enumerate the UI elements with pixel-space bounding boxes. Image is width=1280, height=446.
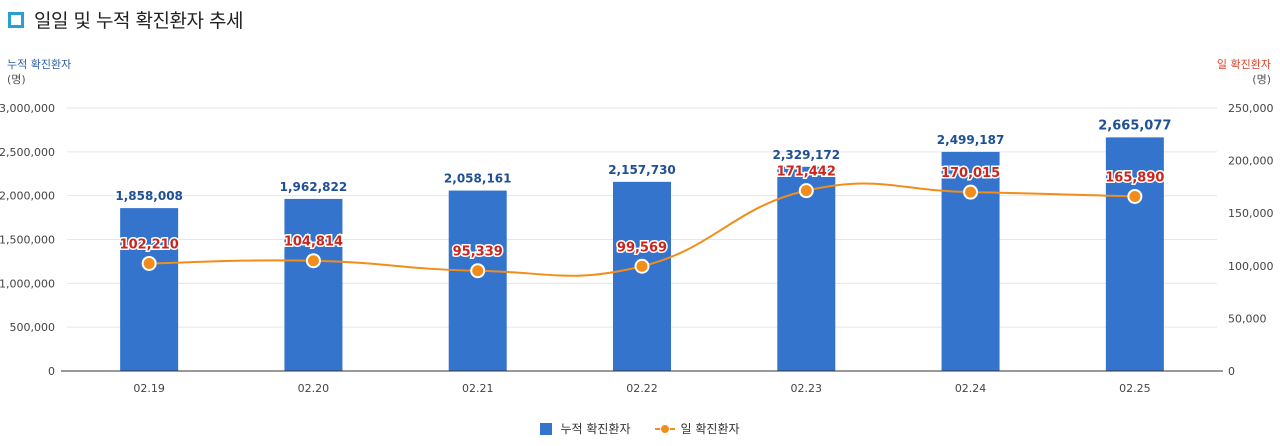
- bar-value-label: 2,499,187: [937, 133, 1005, 147]
- chart-title: 일일 및 누적 확진환자 추세: [34, 10, 243, 32]
- left-axis-title: 누적 확진환자 (명): [7, 57, 71, 87]
- left-axis-unit: (명): [7, 73, 26, 86]
- bar-value-label: 2,058,161: [444, 172, 512, 186]
- left-tick-label: 500,000: [10, 321, 56, 334]
- x-tick-label: 02.19: [133, 382, 165, 395]
- right-tick-label: 150,000: [1228, 207, 1274, 220]
- bar: [613, 181, 671, 371]
- bar: [448, 190, 507, 371]
- left-axis-label: 누적 확진환자: [7, 58, 72, 71]
- legend-line-label: 일 확진환자: [680, 422, 740, 436]
- line-value-label: 170,015: [941, 166, 1000, 181]
- line-value-label: 165,890: [1105, 170, 1164, 185]
- line-value-label: 171,442: [777, 165, 836, 180]
- left-tick-label: 1,500,000: [0, 234, 55, 247]
- right-tick-label: 100,000: [1228, 260, 1274, 273]
- left-tick-label: 2,500,000: [0, 146, 55, 159]
- right-tick-label: 0: [1228, 365, 1235, 378]
- left-tick-label: 0: [48, 365, 55, 378]
- right-axis-title: 일 확진환자 (명): [1217, 57, 1271, 87]
- bar-swatch-icon: [540, 422, 553, 435]
- right-tick-label: 200,000: [1228, 155, 1274, 168]
- x-tick-label: 02.22: [626, 382, 658, 395]
- x-tick-label: 02.23: [791, 382, 823, 395]
- line-point: [963, 184, 979, 200]
- line-point: [305, 253, 321, 269]
- bar: [120, 208, 179, 371]
- legend-item-line[interactable]: 일 확진환자: [654, 420, 740, 437]
- line-value-label: 102,210: [120, 237, 179, 252]
- square-bullet-icon: [8, 11, 24, 28]
- left-tick-label: 1,000,000: [0, 277, 55, 290]
- x-tick-label: 02.24: [955, 382, 987, 395]
- bar-value-label: 1,858,008: [115, 189, 183, 203]
- right-tick-label: 50,000: [1228, 312, 1267, 325]
- left-tick-label: 2,000,000: [0, 190, 55, 203]
- bar-value-label: 2,157,730: [608, 163, 676, 177]
- right-axis-label: 일 확진환자: [1216, 58, 1271, 71]
- line-marker-icon: [654, 423, 675, 435]
- chart-title-row: 일일 및 누적 확진환자 추세: [8, 6, 243, 33]
- bar: [1105, 137, 1164, 371]
- right-tick-label: 250,000: [1228, 102, 1274, 115]
- line-value-label: 99,569: [617, 240, 667, 255]
- line-value-label: 95,339: [453, 245, 503, 260]
- bar: [777, 166, 836, 371]
- x-tick-label: 02.21: [462, 382, 494, 395]
- bar-value-label: 2,329,172: [772, 148, 840, 162]
- line-point: [634, 258, 650, 274]
- x-tick-label: 02.25: [1119, 382, 1151, 395]
- x-tick-label: 02.20: [298, 382, 330, 395]
- right-axis-unit: (명): [1252, 73, 1271, 86]
- bar-value-label: 2,665,077: [1098, 118, 1171, 133]
- chart-legend: 누적 확진환자 일 확진환자: [0, 420, 1280, 437]
- bar-value-label: 1,962,822: [280, 180, 348, 194]
- line-point: [1127, 188, 1143, 204]
- line-point: [798, 183, 814, 199]
- line-value-label: 104,814: [284, 235, 343, 250]
- bar: [284, 198, 343, 371]
- legend-item-bar[interactable]: 누적 확진환자: [540, 420, 631, 437]
- left-tick-label: 3,000,000: [0, 102, 55, 115]
- line-point: [141, 255, 157, 271]
- legend-bar-label: 누적 확진환자: [560, 422, 631, 436]
- line-point: [470, 263, 486, 279]
